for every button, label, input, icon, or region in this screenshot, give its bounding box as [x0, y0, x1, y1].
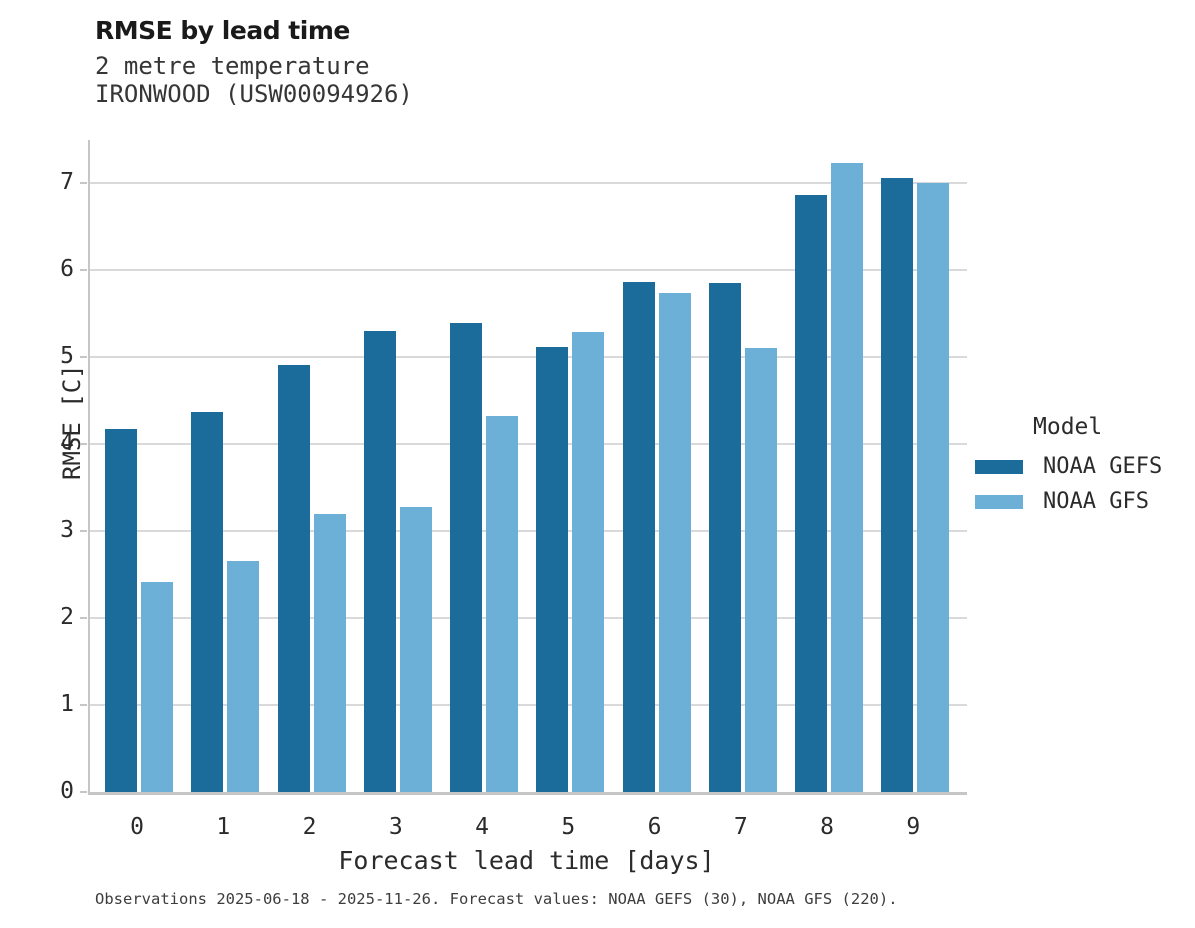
- x-tick-label-3: 3: [388, 814, 403, 840]
- x-tick-label-2: 2: [302, 814, 317, 840]
- gridline-y-3: [90, 530, 967, 533]
- y-tick-mark: [80, 182, 87, 185]
- bar-noaa-gfs-lead-9: [917, 183, 950, 792]
- x-tick-label-8: 8: [820, 814, 834, 840]
- bar-noaa-gefs-lead-4: [450, 323, 482, 792]
- x-tick-label-0: 0: [130, 814, 144, 840]
- legend-item-noaa-gefs: NOAA GEFS: [975, 454, 1190, 479]
- bar-noaa-gfs-lead-7: [744, 347, 777, 792]
- bar-noaa-gfs-lead-0: [141, 581, 173, 792]
- caption: Observations 2025-06-18 - 2025-11-26. Fo…: [95, 890, 898, 908]
- y-tick-mark: [80, 443, 87, 446]
- bar-noaa-gefs-lead-0: [105, 428, 137, 792]
- x-tick-label-9: 9: [906, 814, 921, 840]
- gridline-y-2: [90, 617, 967, 620]
- y-tick-label-1: 1: [60, 691, 74, 718]
- y-tick-label-2: 2: [60, 604, 74, 631]
- x-tick-label-4: 4: [475, 814, 489, 840]
- x-tick-label-1: 1: [216, 814, 231, 840]
- x-tick-label-5: 5: [561, 814, 576, 840]
- y-tick-label-6: 6: [60, 256, 74, 283]
- chart-subtitle-variable: 2 metre temperature: [95, 52, 370, 80]
- bar-noaa-gefs-lead-7: [708, 282, 741, 792]
- bar-noaa-gefs-lead-3: [363, 331, 396, 792]
- bar-noaa-gefs-lead-1: [191, 412, 224, 792]
- gridline-y-7: [90, 182, 967, 185]
- bar-noaa-gfs-lead-3: [399, 506, 432, 792]
- y-tick-mark: [80, 704, 87, 707]
- y-tick-mark: [80, 530, 87, 533]
- legend-item-label: NOAA GFS: [1043, 489, 1149, 514]
- gridline-y-1: [90, 704, 967, 707]
- bar-noaa-gefs-lead-9: [881, 178, 914, 792]
- y-tick-mark: [80, 356, 87, 359]
- legend-item-noaa-gfs: NOAA GFS: [975, 489, 1190, 514]
- y-tick-label-4: 4: [60, 430, 74, 457]
- plot-area: [88, 140, 967, 795]
- legend-swatch-icon: [975, 459, 1023, 474]
- legend: Model NOAA GEFS NOAA GFS: [975, 414, 1190, 524]
- chart-title: RMSE by lead time: [95, 16, 350, 45]
- x-tick-label-6: 6: [647, 814, 662, 840]
- x-tick-label-7: 7: [733, 814, 748, 840]
- y-tick-label-3: 3: [60, 517, 74, 544]
- bar-noaa-gfs-lead-5: [572, 332, 605, 792]
- chart-subtitle-station: IRONWOOD (USW00094926): [95, 80, 413, 108]
- legend-item-label: NOAA GEFS: [1043, 454, 1163, 479]
- bar-noaa-gefs-lead-5: [536, 346, 569, 792]
- legend-items: NOAA GEFS NOAA GFS: [975, 454, 1190, 514]
- gridline-y-4: [90, 443, 967, 446]
- bar-noaa-gefs-lead-6: [622, 281, 655, 792]
- gridline-y-6: [90, 269, 967, 272]
- bar-noaa-gfs-lead-6: [658, 293, 691, 792]
- bar-noaa-gfs-lead-1: [227, 560, 260, 792]
- legend-title: Model: [1033, 414, 1103, 440]
- legend-swatch-icon: [975, 494, 1023, 509]
- bar-noaa-gefs-lead-2: [277, 365, 310, 792]
- y-tick-mark: [80, 269, 87, 272]
- x-axis-label: Forecast lead time [days]: [338, 846, 715, 875]
- bar-noaa-gefs-lead-8: [795, 194, 827, 792]
- y-tick-label-0: 0: [60, 778, 74, 804]
- y-axis-label: RMSE [C]: [57, 364, 86, 480]
- bar-noaa-gfs-lead-8: [831, 163, 863, 792]
- gridline-y-5: [90, 356, 967, 359]
- y-tick-mark: [80, 617, 87, 620]
- y-tick-label-5: 5: [60, 343, 74, 370]
- bar-noaa-gfs-lead-4: [486, 415, 518, 792]
- y-tick-mark: [80, 791, 87, 793]
- y-tick-label-7: 7: [60, 169, 74, 196]
- bar-noaa-gfs-lead-2: [313, 513, 346, 792]
